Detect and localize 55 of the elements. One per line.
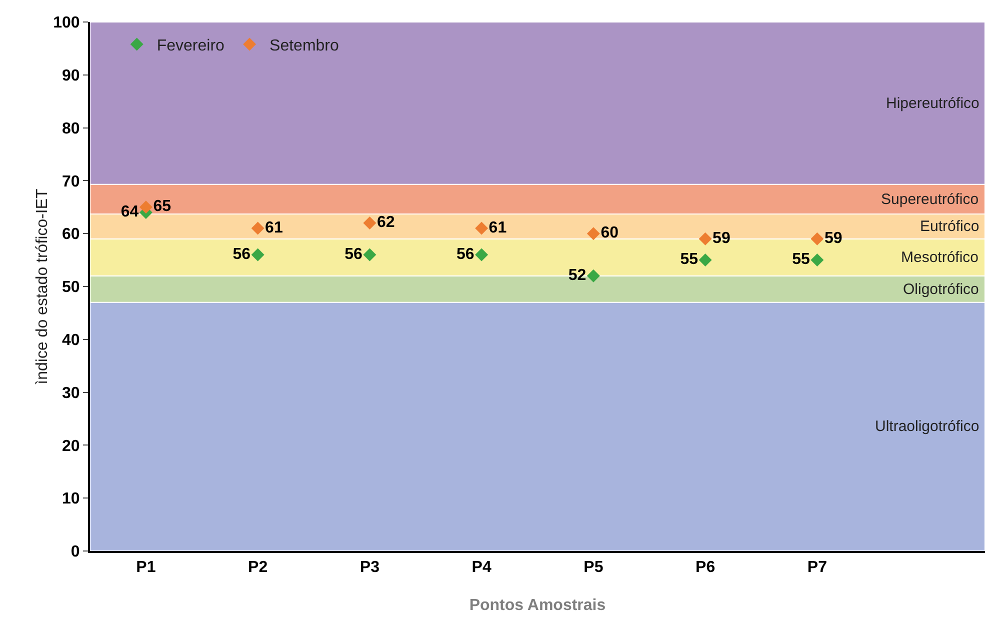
x-axis-title: Pontos Amostrais — [469, 597, 606, 614]
y-tick-label: 90 — [62, 68, 80, 84]
legend-label: Setembro — [270, 37, 339, 54]
point — [251, 248, 264, 262]
y-tick-label: 0 — [70, 544, 80, 561]
y-axis-title: ìndice do estado trófico-IET — [34, 188, 51, 384]
point — [363, 248, 376, 262]
data-label: 55 — [792, 251, 810, 268]
data-label: 56 — [456, 246, 474, 263]
point — [139, 200, 152, 214]
x-tick-label: P6 — [696, 559, 716, 576]
point — [810, 232, 824, 246]
data-label: 56 — [232, 246, 251, 263]
point — [810, 254, 824, 267]
band-label: Ultraoligotrófico — [875, 418, 980, 435]
y-tick-label: 80 — [62, 120, 80, 138]
band-label: Supereutrófico — [881, 191, 979, 208]
point — [475, 222, 488, 235]
y-tick-label: 60 — [62, 226, 80, 244]
y-tick-label: 30 — [62, 384, 80, 402]
band-label: Hipereutrófico — [886, 95, 980, 112]
legend-label: Fevereiro — [156, 37, 225, 54]
band-label: Mesotrófico — [901, 249, 979, 266]
point — [251, 222, 264, 235]
data-label: 55 — [680, 251, 698, 268]
point — [698, 232, 712, 246]
data-label: 56 — [344, 246, 363, 263]
data-label: 60 — [600, 224, 619, 242]
x-tick-label: P5 — [584, 559, 604, 576]
y-tick-label: 100 — [53, 14, 80, 32]
data-label: 61 — [488, 219, 507, 236]
point — [363, 216, 376, 230]
band-label: Eutrófico — [920, 218, 980, 235]
point — [475, 248, 488, 262]
y-tick-label: 10 — [62, 490, 80, 508]
data-label: 59 — [824, 230, 842, 247]
data-label: 61 — [265, 219, 283, 236]
y-tick-label: 50 — [62, 279, 80, 296]
point — [586, 269, 600, 282]
x-tick-label: P4 — [472, 559, 492, 576]
data-label: 64 — [120, 203, 139, 220]
data-label: 59 — [712, 230, 730, 247]
x-tick-label: P7 — [807, 559, 828, 576]
data-label: 52 — [568, 266, 586, 284]
x-tick-label: P3 — [360, 559, 380, 576]
point — [586, 227, 600, 240]
band-label: Oligotrófico — [903, 281, 979, 298]
y-tick-label: 40 — [62, 332, 80, 349]
point — [698, 254, 712, 267]
data-label: 65 — [153, 198, 172, 216]
x-tick-label: P2 — [248, 559, 268, 576]
y-tick-label: 70 — [62, 173, 80, 190]
x-tick-label: P1 — [136, 559, 156, 576]
y-tick-label: 20 — [62, 438, 80, 455]
data-label: 62 — [376, 214, 395, 232]
